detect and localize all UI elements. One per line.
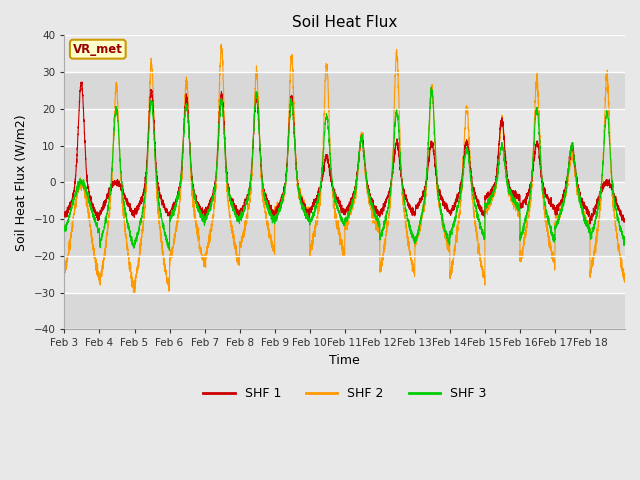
Bar	[65, 256, 625, 293]
Bar	[65, 109, 625, 145]
Bar	[65, 145, 625, 182]
Bar	[65, 72, 625, 109]
Bar	[65, 36, 625, 72]
X-axis label: Time: Time	[330, 354, 360, 367]
Title: Soil Heat Flux: Soil Heat Flux	[292, 15, 397, 30]
Text: VR_met: VR_met	[73, 43, 123, 56]
Bar	[65, 219, 625, 256]
Y-axis label: Soil Heat Flux (W/m2): Soil Heat Flux (W/m2)	[15, 114, 28, 251]
Legend: SHF 1, SHF 2, SHF 3: SHF 1, SHF 2, SHF 3	[198, 383, 491, 406]
Bar	[65, 182, 625, 219]
Bar	[65, 293, 625, 329]
